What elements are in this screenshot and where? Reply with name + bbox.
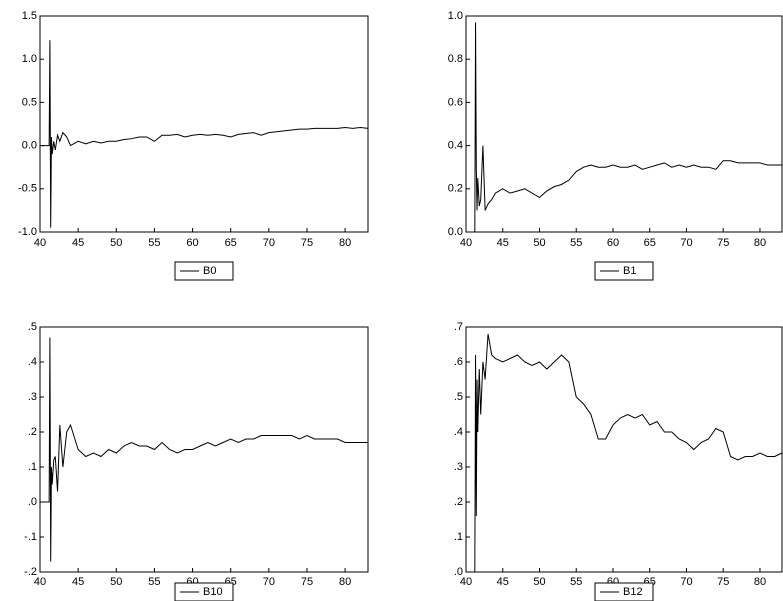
x-tick-label: 40 [460, 237, 472, 249]
y-tick-label: .4 [28, 356, 37, 368]
y-tick-label: 0.6 [448, 96, 463, 108]
y-tick-label: 0.4 [448, 140, 463, 152]
plot-frame [466, 327, 782, 572]
x-tick-label: 80 [339, 237, 351, 249]
x-tick-label: 50 [110, 237, 122, 249]
x-tick-label: 45 [72, 576, 84, 588]
legend-label: B12 [623, 586, 643, 598]
x-tick-label: 40 [460, 576, 472, 588]
y-tick-label: -0.5 [18, 183, 37, 195]
x-tick-label: 65 [644, 237, 656, 249]
y-tick-label: 0.0 [22, 140, 37, 152]
plot-frame [40, 327, 368, 572]
y-tick-label: 1.5 [22, 10, 37, 22]
y-tick-label: .4 [454, 426, 463, 438]
x-tick-label: 70 [680, 576, 692, 588]
x-tick-label: 45 [497, 576, 509, 588]
x-tick-label: 45 [497, 237, 509, 249]
x-tick-label: 55 [148, 576, 160, 588]
y-tick-label: .1 [454, 531, 463, 543]
y-tick-label: 0.5 [22, 96, 37, 108]
plot-frame [40, 16, 368, 232]
legend-label: B0 [203, 265, 216, 277]
legend-label: B1 [623, 265, 636, 277]
x-tick-label: 80 [754, 576, 766, 588]
x-tick-label: 50 [533, 576, 545, 588]
y-tick-label: .3 [454, 461, 463, 473]
series-line [466, 334, 782, 572]
y-tick-label: .1 [28, 461, 37, 473]
y-tick-label: .5 [454, 391, 463, 403]
y-tick-label: .3 [28, 391, 37, 403]
plot-frame [466, 16, 782, 232]
x-tick-label: 80 [339, 576, 351, 588]
x-tick-label: 75 [717, 237, 729, 249]
x-tick-label: 50 [533, 237, 545, 249]
x-tick-label: 45 [72, 237, 84, 249]
y-tick-label: .2 [28, 426, 37, 438]
x-tick-label: 55 [570, 576, 582, 588]
y-tick-label: 1.0 [22, 53, 37, 65]
y-tick-label: .7 [454, 321, 463, 333]
y-tick-label: .0 [28, 496, 37, 508]
x-tick-label: 70 [263, 237, 275, 249]
y-tick-label: .6 [454, 356, 463, 368]
y-tick-label: .2 [454, 496, 463, 508]
x-tick-label: 70 [263, 576, 275, 588]
x-tick-label: 75 [301, 237, 313, 249]
x-tick-label: 40 [34, 576, 46, 588]
x-tick-label: 55 [148, 237, 160, 249]
x-tick-label: 50 [110, 576, 122, 588]
y-tick-label: 0.8 [448, 53, 463, 65]
series-line [40, 40, 368, 227]
x-tick-label: 70 [680, 237, 692, 249]
x-tick-label: 75 [717, 576, 729, 588]
y-tick-label: .5 [28, 321, 37, 333]
y-tick-label: 0.2 [448, 183, 463, 195]
x-tick-label: 60 [607, 237, 619, 249]
x-tick-label: 40 [34, 237, 46, 249]
x-tick-label: 60 [186, 237, 198, 249]
legend-label: B10 [203, 586, 223, 598]
x-tick-label: 75 [301, 576, 313, 588]
x-tick-label: 80 [754, 237, 766, 249]
chart-grid: -1.0-0.50.00.51.01.5404550556065707580B0… [0, 0, 783, 601]
x-tick-label: 55 [570, 237, 582, 249]
series-line [466, 22, 782, 232]
x-tick-label: 65 [225, 237, 237, 249]
y-tick-label: -.1 [24, 531, 37, 543]
y-tick-label: 1.0 [448, 10, 463, 22]
series-line [40, 338, 368, 562]
